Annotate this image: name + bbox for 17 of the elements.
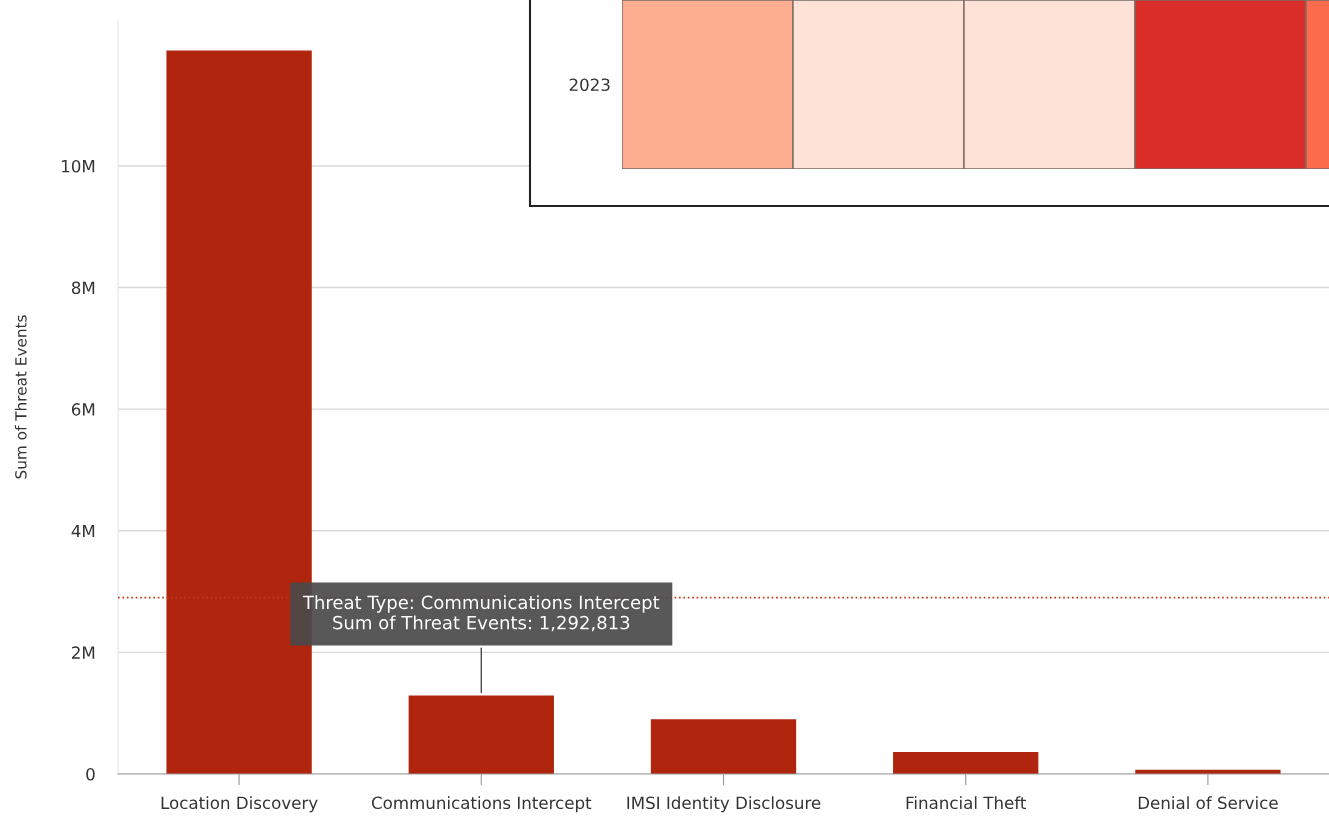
x-tick-label: Denial of Service [1138,796,1278,810]
y-tick-label: 6M [71,403,95,416]
y-tick-label: 10M [62,159,95,173]
bar [650,719,797,774]
x-tick-label: Location Discovery [161,796,318,813]
y-tick-label: 0 [86,767,95,781]
x-tick-label: Communications Intercept [371,796,592,813]
x-tick-label: Financial Theft [906,796,1026,810]
annotation: Threat Type: Communications Intercept Sum of Threat Events: 1,292,813 [302,595,660,632]
category-label: 2023 [569,78,610,92]
y-tick-label: 4M [71,524,95,538]
bar [893,752,1039,774]
y-tick-label: 2M [72,646,95,659]
bar [408,695,554,774]
y-axis-title: Sum of Threat Events [14,315,27,479]
x-tick-label: IMSI Identity Disclosure [627,796,821,813]
y-tick-label: 8M [71,281,95,295]
